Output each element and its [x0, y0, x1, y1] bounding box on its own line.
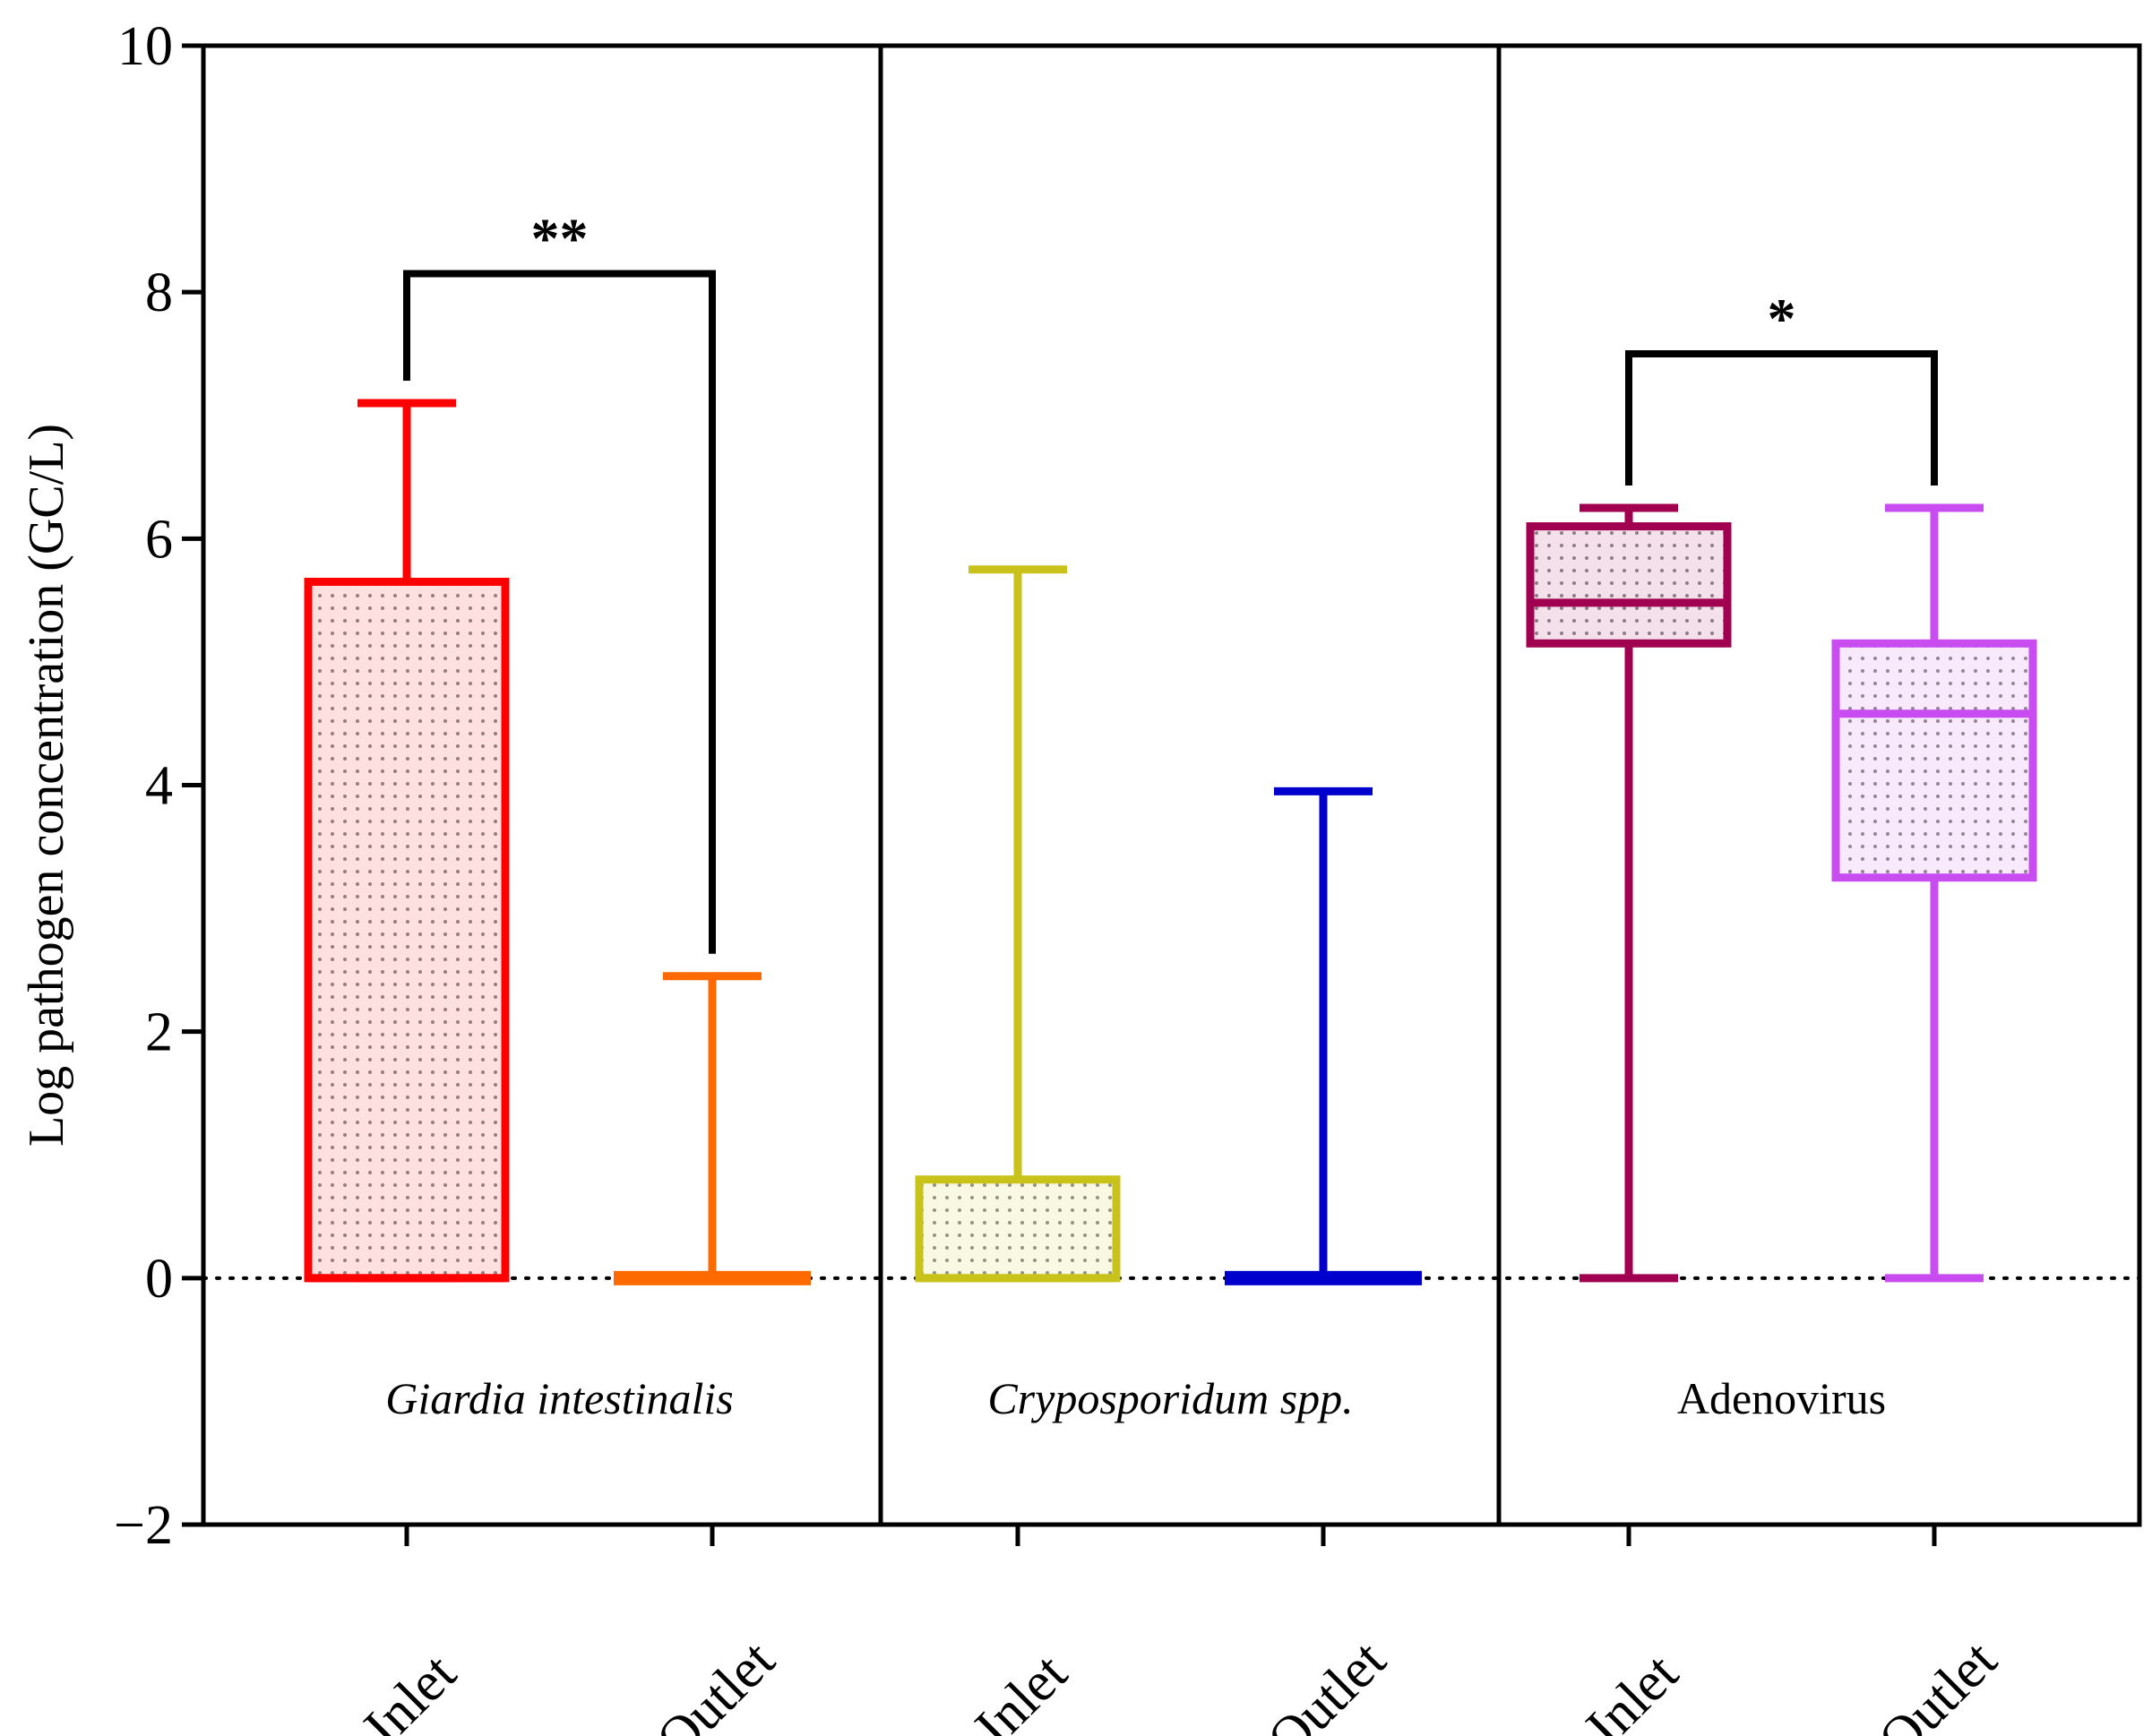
box-pattern — [919, 1179, 1116, 1278]
box-pattern — [308, 581, 505, 1278]
y-tick-label: −2 — [114, 1495, 173, 1556]
plot-area: −2 0 2 4 6 8 10 Log pathogen concentration (GC/… — [19, 16, 2142, 1736]
box-tint — [308, 581, 505, 1278]
x-category-label: Outlet — [645, 1629, 787, 1736]
box-outline — [1831, 639, 2037, 882]
panel-label: Giardia intestinalis — [385, 1373, 733, 1423]
box-tint — [1836, 643, 2033, 878]
x-category-label: Outlet — [1256, 1629, 1398, 1736]
significance-marker: ** — [531, 207, 589, 271]
y-tick-label: 4 — [145, 756, 173, 817]
panel-label: Cryposporidum spp. — [987, 1373, 1353, 1423]
x-category-label: Inlet — [1575, 1643, 1690, 1736]
y-axis-label: Log pathogen concentration (GC/L) — [19, 424, 74, 1147]
box-tint — [1530, 526, 1727, 644]
significance-bracket — [1625, 349, 1938, 486]
y-tick-label: 8 — [145, 262, 173, 323]
x-category-label: Inlet — [353, 1643, 468, 1736]
y-tick-label: 0 — [145, 1249, 173, 1310]
box-collapsed — [1225, 1270, 1422, 1285]
box-pattern — [1836, 643, 2033, 878]
y-tick-label: 6 — [145, 509, 173, 570]
box-pattern — [1530, 526, 1727, 644]
box-collapsed — [614, 1270, 811, 1285]
y-tick-label: 10 — [117, 16, 173, 77]
significance-bracket — [403, 270, 716, 954]
y-tick-label: 2 — [145, 1002, 173, 1063]
x-category-label: Inlet — [964, 1643, 1079, 1736]
x-category-label: Outlet — [1867, 1629, 2009, 1736]
significance-marker: * — [1768, 287, 1796, 350]
box-tint — [919, 1179, 1116, 1278]
box-outline — [1526, 522, 1732, 648]
panel-label: Adenovirus — [1677, 1373, 1886, 1423]
